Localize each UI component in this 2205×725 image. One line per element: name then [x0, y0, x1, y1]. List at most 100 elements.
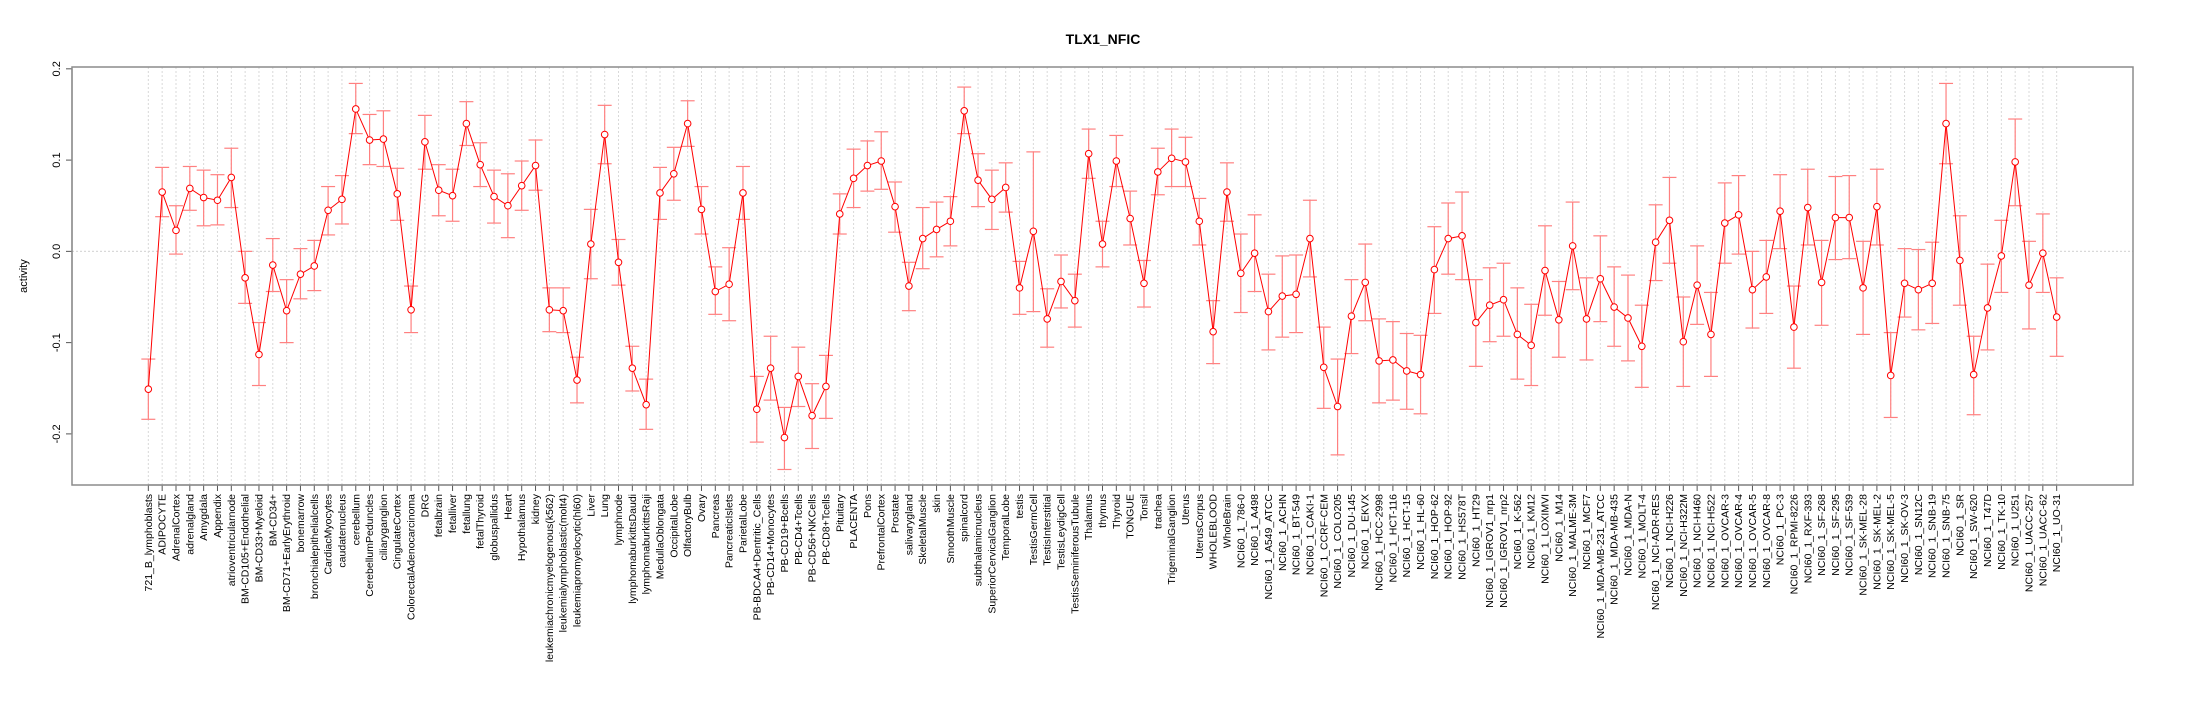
x-tick-label: ParietalLobe — [737, 494, 749, 553]
x-tick-label: NCI60_1_786-0 — [1235, 494, 1247, 568]
x-tick-label: MedullaOblongata — [654, 494, 666, 579]
data-point — [808, 411, 816, 420]
data-point — [670, 169, 678, 178]
x-tick-label: CardiacMyocytes — [323, 494, 335, 575]
plot-frame — [71, 66, 2134, 486]
data-point — [421, 138, 429, 146]
data-point — [1748, 285, 1757, 294]
x-tick-label: NCI60_1_A498 — [1249, 494, 1261, 566]
x-tick-label: NCI60_1_NCI-H460 — [1692, 494, 1704, 588]
data-point — [1126, 214, 1134, 223]
data-point — [1444, 234, 1453, 243]
x-tick-label: NCI60_1_SNB-75 — [1941, 494, 1953, 578]
data-point — [1873, 202, 1881, 211]
data-point — [1803, 203, 1812, 212]
series-activity — [144, 105, 2061, 442]
data-point — [559, 306, 567, 315]
data-point — [1914, 285, 1923, 294]
x-tick-label: NCI60_1_NCI-H322M — [1678, 494, 1690, 597]
x-tick-label: Heart — [502, 494, 514, 520]
data-point — [1707, 330, 1715, 339]
y-tick-label: 0.2 — [51, 61, 63, 76]
x-tick-label: NCI60_1_HL-60 — [1415, 494, 1427, 570]
x-tick-label: SkeletalMuscle — [917, 494, 929, 565]
x-tick-label: CingulateCortex — [392, 493, 404, 569]
x-tick-label: PLACENTA — [848, 494, 860, 549]
x-tick-label: Ovary — [696, 493, 708, 522]
data-point — [1665, 216, 1674, 225]
x-tick-label: Appendix — [212, 493, 224, 538]
data-point — [918, 234, 927, 243]
x-tick-label: ColorectalAdenocarcinoma — [406, 494, 418, 620]
data-point — [1928, 279, 1937, 288]
x-tick-label: NCI60_1_MDA-N — [1622, 494, 1634, 576]
x-tick-label: SmoothMuscle — [945, 494, 957, 564]
x-tick-label: NCI60_1_MDA-MB-435 — [1609, 494, 1621, 605]
x-tick-label: WholeBrain — [1221, 494, 1233, 548]
x-tick-label: NCI60_1_MDA-MB-231_ATCC — [1595, 494, 1607, 639]
data-point — [1154, 168, 1162, 176]
x-tick-label: NCI60_1_ACHN — [1277, 494, 1289, 571]
x-tick-label: TONGUE — [1125, 494, 1137, 539]
grid-lines — [72, 67, 2133, 485]
x-tick-label: Lung — [599, 494, 611, 518]
data-point — [1264, 307, 1273, 316]
x-tick-label: BM-CD34+ — [267, 494, 279, 546]
x-tick-label: NCI60_1_SK-MEL-5 — [1885, 494, 1897, 590]
data-point — [379, 135, 388, 143]
x-tick-label: NCI60_1_K-562 — [1512, 494, 1524, 569]
x-tick-label: NCI60_1_NCI-H226 — [1664, 494, 1676, 588]
x-tick-label: Thyroid — [1111, 494, 1123, 529]
data-point — [932, 225, 941, 234]
x-tick-label: TestisInterstitial — [1042, 494, 1054, 566]
data-point — [1886, 371, 1895, 380]
data-point — [1472, 318, 1480, 327]
x-tick-label: fetalbrain — [433, 494, 445, 537]
data-point — [1458, 232, 1466, 240]
data-point — [1900, 279, 1909, 288]
data-point — [1527, 341, 1535, 350]
data-point — [1790, 323, 1798, 331]
data-point — [1679, 337, 1688, 346]
data-point — [448, 191, 457, 200]
data-point — [794, 372, 803, 381]
data-point — [1015, 284, 1024, 292]
x-tick-label: NCI60_1_HOP-92 — [1443, 494, 1455, 579]
data-point — [199, 193, 208, 202]
data-point — [1485, 301, 1494, 310]
x-tick-label: fetalliver — [447, 494, 459, 534]
data-point — [1610, 303, 1618, 311]
x-tick-label: BM-CD33+Myeloid — [253, 494, 265, 583]
data-point — [1181, 158, 1190, 166]
data-point — [835, 210, 844, 218]
data-point — [1029, 227, 1038, 236]
x-tick-label: atrioventricularnode — [226, 494, 238, 586]
x-tick-label: globuspallidus — [489, 494, 501, 561]
data-point — [1734, 211, 1743, 219]
y-tick-label: 0.1 — [51, 152, 63, 167]
x-tick-label: spinalcord — [959, 494, 971, 542]
x-tick-label: NCI60_1_RXF-393 — [1802, 494, 1814, 583]
data-point — [324, 206, 332, 215]
data-point — [1098, 240, 1107, 248]
data-point — [1043, 315, 1051, 323]
x-tick-label: NCI60_1_CAKI-1 — [1304, 494, 1316, 575]
data-point — [1278, 292, 1287, 300]
data-point — [877, 157, 886, 165]
data-point — [600, 130, 609, 139]
x-tick-label: Liver — [585, 494, 597, 517]
x-tick-label: leukemiachronicmyelogenous(k562) — [544, 494, 556, 662]
x-tick-label: bonemarrow — [295, 494, 307, 553]
data-point — [1845, 213, 1854, 222]
x-tick-label: NCI60_1_TK-10 — [1996, 494, 2008, 570]
x-tick-label: subthalamicnucleus — [973, 494, 985, 586]
x-tick-label: NCI60_1_OVCAR-8 — [1761, 494, 1773, 588]
data-point — [1817, 278, 1826, 287]
data-point — [614, 258, 623, 267]
x-tick-label: cerebellum — [350, 494, 362, 546]
chart-title: TLX1_NFIC — [1066, 31, 1141, 47]
data-point — [1776, 207, 1784, 216]
x-tick-label: NCI60_1_HT29 — [1470, 494, 1482, 567]
x-tick-label: NCI60_1_SF-268 — [1816, 494, 1828, 576]
